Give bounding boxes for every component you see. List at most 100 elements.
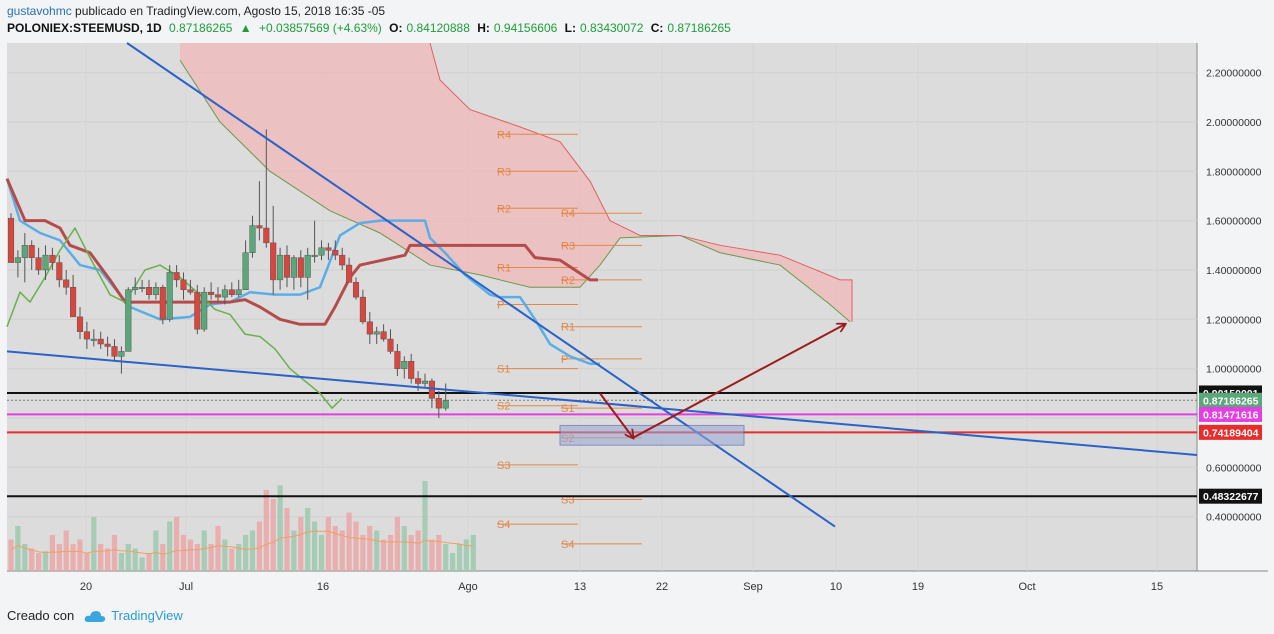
close-label: C: — [650, 21, 664, 35]
price-label: 0.74189404 — [1203, 427, 1259, 439]
candle-body — [56, 262, 63, 281]
price-label-bg — [1199, 406, 1262, 422]
close-value: 0.87186265 — [667, 21, 731, 35]
y-tick-label: 0.60000000 — [1206, 462, 1262, 474]
y-tick-label: 2.00000000 — [1206, 117, 1262, 129]
volume-bar — [436, 535, 442, 571]
volume-bar — [394, 517, 400, 571]
candle-body — [173, 272, 180, 281]
volume-bar — [298, 517, 304, 571]
volume-bar — [422, 481, 428, 571]
price-label-bg — [1199, 392, 1262, 408]
volume-bar — [270, 499, 276, 571]
publish-line: gustavohmc publicado en TradingView.com,… — [7, 4, 1267, 21]
volume-bar — [284, 508, 290, 571]
volume-bar — [305, 508, 311, 571]
x-tick-label: 10 — [830, 581, 842, 593]
pivot-label: R1 — [561, 322, 575, 334]
candle-body — [104, 343, 111, 347]
x-tick-label: Oct — [1018, 581, 1035, 593]
volume-bar — [443, 544, 449, 571]
high-label: H: — [477, 21, 490, 35]
pivot-label: S3 — [497, 460, 510, 472]
low-label: L: — [564, 21, 576, 35]
volume-bar — [146, 553, 152, 571]
descending-trendline — [126, 42, 836, 528]
candle-body — [7, 217, 15, 263]
candle-body — [290, 257, 297, 278]
x-tick-label: 13 — [574, 581, 586, 593]
candle-body — [159, 287, 166, 320]
pivot-label: S4 — [497, 519, 510, 531]
last-price: 0.87186265 — [169, 21, 233, 35]
volume-bar — [463, 539, 469, 571]
volume-bar — [387, 535, 394, 571]
price-label: 0.87186265 — [1203, 395, 1259, 407]
senkou-span-b — [429, 42, 853, 322]
candle-body — [373, 331, 380, 335]
ichimoku-cloud — [179, 42, 853, 323]
high-value: 0.94156606 — [493, 21, 558, 35]
candle-body — [380, 331, 387, 340]
y-tick-label: 1.00000000 — [1206, 364, 1262, 376]
volume-bar — [139, 557, 145, 571]
candle-body — [76, 316, 84, 332]
volume-bar — [381, 539, 387, 571]
price-chart[interactable]: R4R3R2R1PS1S2S3S4R4R3R2R1PS1S2S3S4 0.400… — [0, 40, 1274, 600]
open-label: O: — [389, 21, 403, 35]
candle-body — [415, 378, 422, 384]
candle-body — [208, 291, 215, 295]
candle-body — [83, 331, 90, 340]
up-arrow-icon: ▲ — [239, 21, 252, 35]
candle-body — [283, 254, 291, 278]
author-link[interactable]: gustavohmc — [7, 4, 72, 18]
change-value: +0.03857569 (+4.63%) — [259, 21, 382, 35]
volume-bar — [325, 517, 331, 571]
volume-bar — [174, 517, 180, 571]
volume-bar — [222, 539, 228, 571]
y-tick-label: 0.40000000 — [1206, 512, 1262, 524]
pivot-label: P — [497, 300, 504, 312]
candle-body — [270, 242, 277, 281]
volume-bar — [339, 530, 345, 571]
volume-bar — [42, 551, 49, 571]
volume-bar — [160, 544, 166, 571]
volume-bar — [125, 544, 131, 571]
volume-bar — [215, 526, 221, 571]
volume-bar — [346, 512, 352, 571]
volume-bar — [105, 548, 111, 571]
tradingview-link[interactable]: TradingView — [111, 608, 183, 623]
x-tick-label: Ago — [458, 581, 478, 593]
candle-body — [442, 400, 449, 409]
symbol-label: POLONIEX:STEEMUSD, 1D — [7, 21, 162, 35]
volume-bar — [360, 535, 366, 571]
candle-body — [325, 247, 332, 251]
candle-body — [394, 351, 401, 369]
volume-bar — [15, 526, 21, 571]
candle-body — [14, 257, 21, 263]
published-text: publicado en TradingView.com, Agosto 15,… — [71, 4, 386, 18]
candle-body — [28, 245, 35, 258]
volume-bar — [243, 535, 249, 571]
candle-body — [256, 225, 263, 229]
volume-bar — [429, 539, 435, 571]
x-tick-label: 19 — [912, 581, 924, 593]
volume-bar — [249, 530, 256, 571]
candle-body — [42, 254, 49, 271]
volume-bars — [8, 481, 476, 571]
price-label: 0.48322677 — [1203, 491, 1259, 503]
kijun-sen-line — [5, 178, 598, 326]
volume-bar — [201, 530, 207, 571]
volume-bar — [84, 553, 90, 571]
candle-body — [297, 257, 304, 278]
volume-bar — [450, 553, 456, 571]
price-axis — [1197, 43, 1268, 571]
x-tick-label: 15 — [1151, 581, 1163, 593]
x-tick-label: 22 — [656, 581, 668, 593]
volume-bar — [236, 544, 242, 571]
x-tick-label: 20 — [80, 581, 92, 593]
volume-bar — [77, 539, 83, 571]
candle-body — [214, 294, 222, 298]
candle-body — [35, 257, 42, 271]
y-tick-label: 1.60000000 — [1206, 216, 1262, 228]
